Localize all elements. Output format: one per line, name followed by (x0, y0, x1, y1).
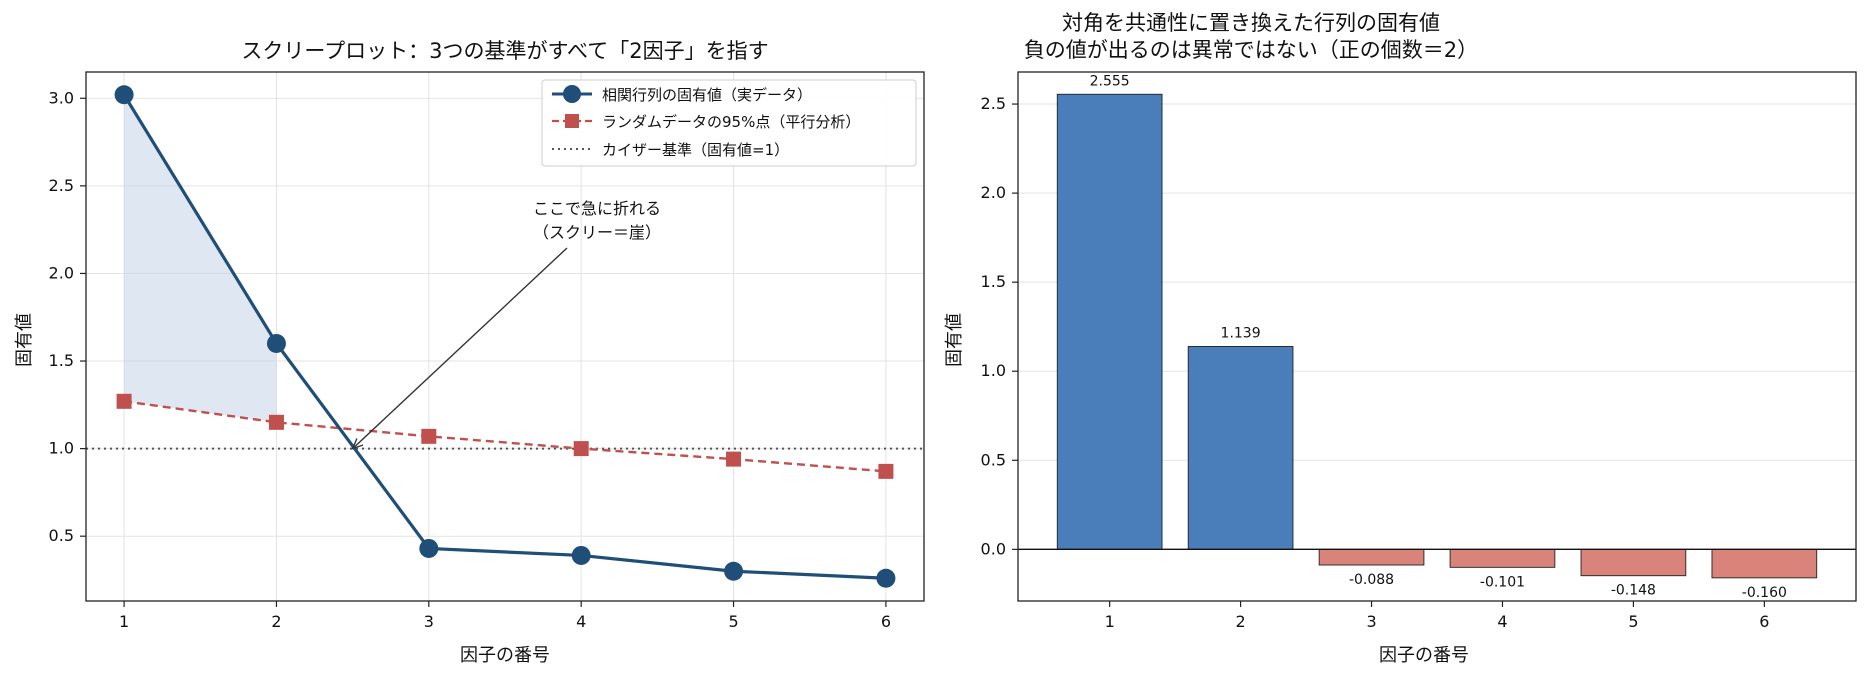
y-tick-label: 0.5 (981, 450, 1006, 469)
bar-chart-frame (1017, 71, 1857, 602)
x-tick-label: 2 (271, 612, 281, 631)
x-tick-label: 3 (424, 612, 434, 631)
bar-value-label: -0.088 (1349, 572, 1394, 588)
random-series-point (726, 451, 742, 467)
bar-value-label: 2.555 (1090, 73, 1130, 89)
legend-label-real: 相関行列の固有値（実データ） (602, 86, 812, 104)
bar (1711, 548, 1818, 579)
annotation-line-2: （スクリー＝崖） (533, 223, 661, 242)
legend-marker-random (565, 114, 579, 128)
x-tick-label: 6 (1759, 612, 1769, 631)
real-series-point (419, 538, 439, 558)
x-tick-label: 6 (881, 612, 891, 631)
bar-value-label: 1.139 (1221, 325, 1261, 341)
scree-plot-y-label: 固有値 (14, 313, 35, 367)
bar (1318, 548, 1425, 566)
random-series-point (116, 393, 132, 409)
y-tick-label: 2.0 (49, 263, 74, 282)
scree-plot: スクリープロット：3つの基準がすべて「2因子」を指す ここで急に折れる （スクリ… (14, 39, 925, 666)
bar-chart-title: 対角を共通性に置き換えた行列の固有値 (1062, 11, 1440, 35)
bar (1580, 548, 1687, 577)
annotation-arrow (352, 247, 568, 450)
bar-value-label: -0.148 (1611, 583, 1656, 599)
annotation-arrowhead (351, 438, 364, 450)
x-tick-label: 3 (1366, 612, 1376, 631)
x-tick-label: 5 (1628, 612, 1638, 631)
scree-plot-frame (85, 71, 925, 602)
y-tick-label: 2.0 (981, 183, 1006, 202)
legend-marker-real (563, 85, 581, 103)
y-tick-label: 1.5 (981, 272, 1006, 291)
scree-plot-title: スクリープロット：3つの基準がすべて「2因子」を指す (241, 39, 768, 63)
random-series-point (878, 463, 894, 479)
legend-label-random: ランダムデータの95%点（平行分析） (602, 113, 860, 131)
bar-chart-subtitle: 負の値が出るのは異常ではない（正の個数＝2） (1024, 38, 1478, 62)
bar-chart-x-label: 因子の番号 (1379, 645, 1469, 666)
real-series-point (114, 85, 134, 105)
scree-annotation: ここで急に折れる （スクリー＝崖） (351, 199, 661, 450)
bar (1187, 346, 1294, 550)
scree-plot-x-label: 因子の番号 (460, 645, 550, 666)
scree-plot-series (114, 85, 896, 588)
legend-label-kaiser: カイザー基準（固有値=1） (602, 141, 789, 159)
y-tick-label: 1.5 (49, 351, 74, 370)
scree-plot-legend: 相関行列の固有値（実データ） ランダムデータの95%点（平行分析） カイザー基準… (541, 79, 917, 167)
bar-value-label: -0.101 (1480, 574, 1525, 590)
bar (1056, 93, 1163, 550)
legend-box (541, 79, 917, 167)
random-series-point (573, 441, 589, 457)
random-series-line (123, 400, 887, 473)
y-tick-label: 0.0 (981, 539, 1006, 558)
bar (1449, 548, 1556, 568)
x-tick-label: 4 (1497, 612, 1507, 631)
x-tick-label: 5 (728, 612, 738, 631)
real-series-point (724, 561, 744, 581)
scree-plot-ticks: 1 2 3 4 5 6 0.5 1.0 1.5 2.0 2.5 3.0 (49, 88, 891, 631)
y-tick-label: 2.5 (49, 176, 74, 195)
bar-chart-ticks: 0.0 0.5 1.0 1.5 2.0 2.5 1 2 3 4 5 6 (981, 94, 1770, 631)
x-tick-label: 2 (1236, 612, 1246, 631)
y-tick-label: 0.5 (49, 526, 74, 545)
y-tick-label: 1.0 (981, 361, 1006, 380)
random-series-point (421, 428, 437, 444)
y-tick-label: 2.5 (981, 94, 1006, 113)
x-tick-label: 1 (119, 612, 129, 631)
x-tick-label: 1 (1105, 612, 1115, 631)
y-tick-label: 3.0 (49, 88, 74, 107)
real-series-point (571, 545, 591, 565)
kaiser-area-shading (124, 94, 277, 423)
y-tick-label: 1.0 (49, 439, 74, 458)
real-series-point (876, 568, 896, 588)
bar-chart-y-label: 固有値 (944, 313, 965, 367)
bar-value-label: -0.160 (1742, 585, 1787, 601)
real-series-point (266, 334, 286, 354)
x-tick-label: 4 (576, 612, 586, 631)
bar-chart-bars: 2.555 1.139 -0.088 -0.101 -0.148 -0.160 (1056, 73, 1818, 601)
real-series-line (122, 93, 886, 580)
random-series-point (268, 414, 284, 430)
annotation-line-1: ここで急に折れる (533, 199, 661, 218)
eigenvalue-bar-chart: 対角を共通性に置き換えた行列の固有値 負の値が出るのは異常ではない（正の個数＝2… (944, 11, 1857, 666)
